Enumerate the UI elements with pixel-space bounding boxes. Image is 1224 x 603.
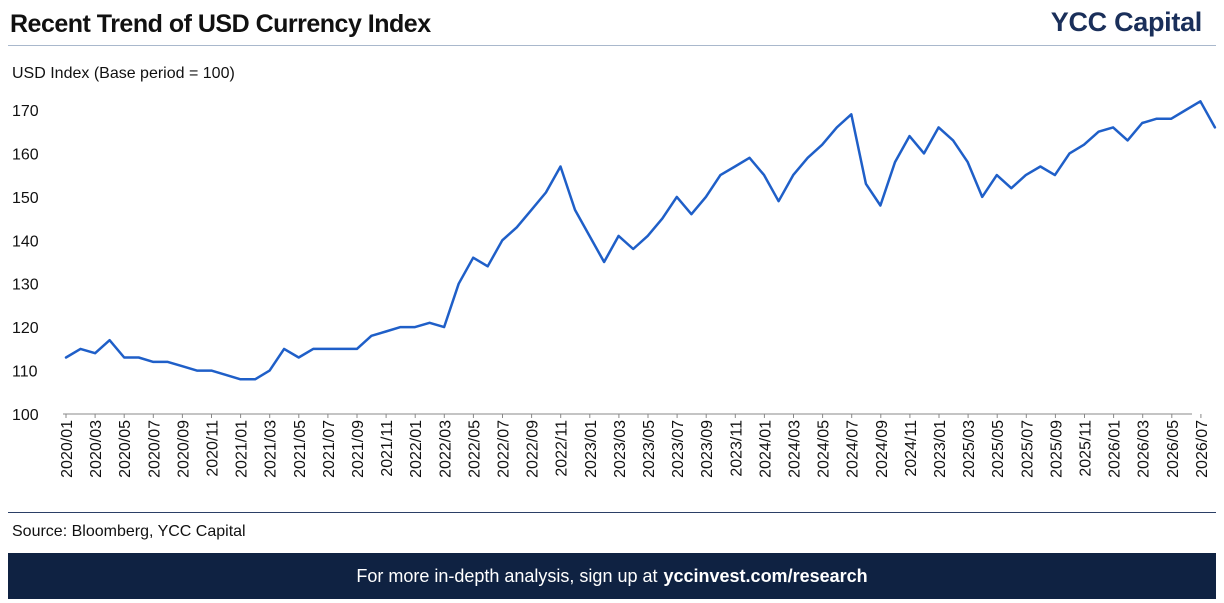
y-axis-label: USD Index (Base period = 100) [12, 65, 235, 82]
x-tick-label: 2021/11 [379, 420, 396, 477]
y-tick-label: 110 [12, 364, 38, 381]
signup-link[interactable]: yccinvest.com/research [663, 565, 868, 586]
signup-banner: For more in-depth analysis, sign up at y… [8, 553, 1216, 599]
x-tick-label: 2026/01 [1107, 420, 1124, 478]
x-tick-label: 2023/09 [699, 420, 716, 478]
x-tick-label: 2023/05 [641, 420, 658, 478]
line-chart: 100 110 120 130 140 150 160 170 2020/01 2020/03 20… [12, 100, 1217, 478]
x-tick-label: 2024/01 [757, 420, 774, 478]
x-tick-label: 2024/09 [874, 420, 891, 478]
signup-text: For more in-depth analysis, sign up at [356, 565, 658, 586]
x-tick-label: 2021/09 [350, 420, 367, 478]
source-note: Source: Bloomberg, YCC Capital [12, 523, 246, 540]
x-tick-label: 2021/05 [292, 420, 309, 478]
x-tick-label: 2020/09 [175, 420, 192, 478]
x-tick-label: 2022/05 [466, 420, 483, 478]
x-tick-label: 2025/05 [990, 420, 1007, 478]
x-tick-label: 2026/05 [1165, 420, 1182, 478]
x-tick-label: 2023/11 [728, 420, 745, 477]
x-tick-label: 2024/07 [845, 420, 862, 478]
x-tick-label: 2022/07 [496, 420, 513, 478]
x-tick-label: 2020/07 [146, 420, 163, 478]
x-tick-label: 2025/03 [961, 420, 978, 478]
x-tick-label: 2022/01 [408, 420, 425, 478]
x-tick-label: 2020/11 [205, 420, 222, 477]
x-tick-label: 2023/07 [670, 420, 687, 478]
y-tick-label: 120 [12, 320, 39, 337]
x-tick-label: 2025/07 [1019, 420, 1036, 478]
header-divider [8, 45, 1216, 46]
x-tick-label: 2021/03 [263, 420, 280, 478]
usd-index-line [64, 100, 1217, 381]
chart-title: Recent Trend of USD Currency Index [10, 10, 431, 38]
x-tick-label: 2021/07 [321, 420, 338, 478]
chart-header: Recent Trend of USD Currency Index YCC C… [0, 0, 1224, 46]
x-tick-label: 2023/01 [932, 420, 949, 478]
x-tick-label: 2025/11 [1078, 420, 1095, 477]
x-tick-label: 2024/11 [903, 420, 920, 477]
y-tick-label: 100 [12, 407, 39, 424]
x-tick-label: 2020/01 [59, 420, 76, 478]
y-tick-label: 160 [12, 146, 39, 163]
x-tick-label: 2024/03 [787, 420, 804, 478]
x-tick-label: 2025/09 [1048, 420, 1065, 478]
x-tick-label: 2026/07 [1194, 420, 1211, 478]
x-tick-label: 2022/03 [437, 420, 454, 478]
x-tick-label: 2020/05 [117, 420, 134, 478]
x-tick-label: 2021/01 [234, 420, 251, 478]
x-tick-label: 2023/03 [612, 420, 629, 478]
brand-logo: YCC Capital [1050, 7, 1203, 37]
y-tick-label: 130 [12, 277, 39, 294]
x-tick-label: 2024/05 [816, 420, 833, 478]
y-tick-label: 170 [12, 103, 39, 120]
x-tick-label: 2022/09 [525, 420, 542, 478]
x-tick-label: 2022/11 [554, 420, 571, 477]
y-tick-label: 150 [12, 190, 39, 207]
x-tick-label: 2026/03 [1136, 420, 1153, 478]
x-tick-label: 2023/01 [583, 420, 600, 478]
x-tick-label: 2020/03 [88, 420, 105, 478]
footer-divider [8, 512, 1216, 513]
y-tick-label: 140 [12, 233, 39, 250]
